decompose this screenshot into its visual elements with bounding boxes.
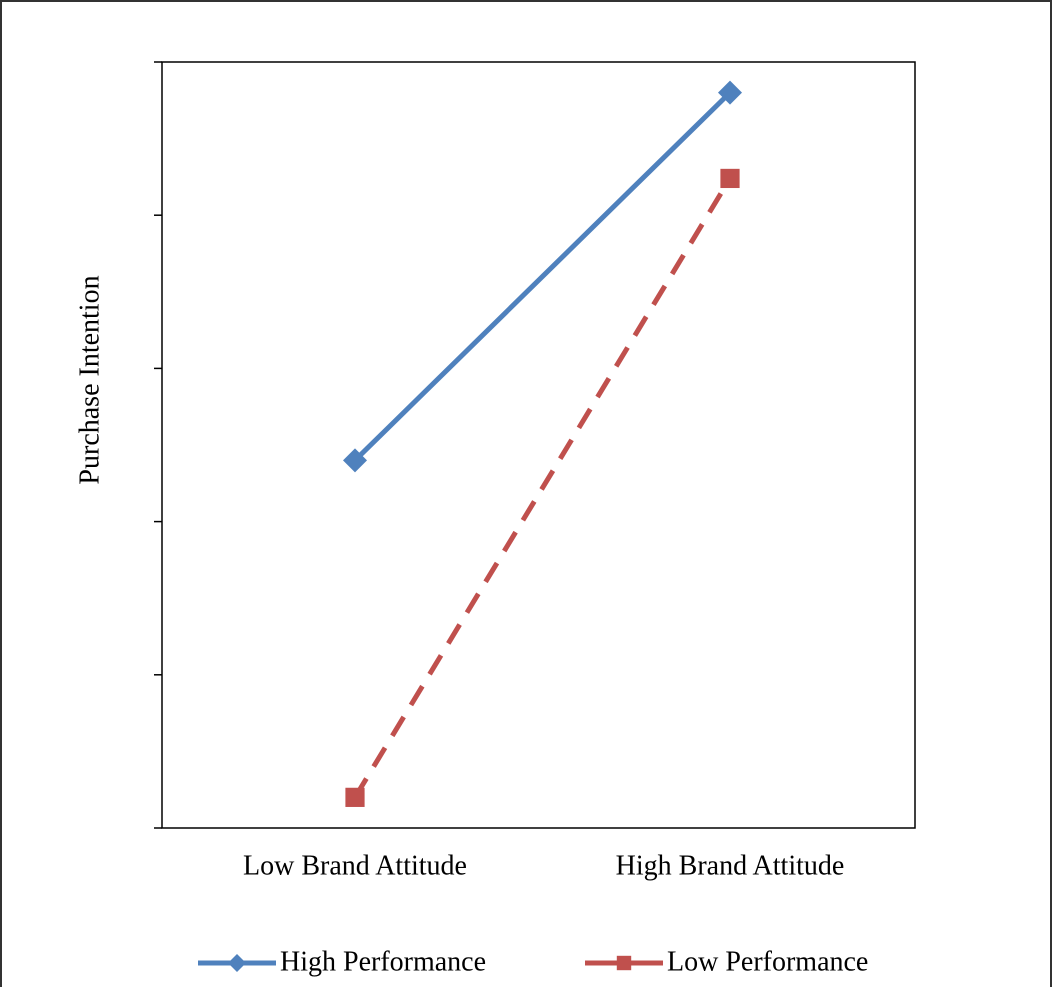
legend-label: High Performance bbox=[280, 946, 486, 977]
marker bbox=[228, 954, 246, 972]
marker bbox=[718, 80, 742, 105]
legend-label: Low Performance bbox=[667, 946, 868, 977]
y-axis-label: Purchase Intention bbox=[74, 275, 105, 484]
marker bbox=[616, 955, 632, 971]
line bbox=[352, 177, 733, 799]
marker bbox=[345, 787, 365, 807]
marker bbox=[720, 168, 740, 189]
x-tick-label: Low Brand Attitude bbox=[243, 850, 467, 881]
x-tick-label: High Brand Attitude bbox=[616, 850, 845, 881]
line bbox=[353, 90, 732, 463]
marker bbox=[343, 448, 367, 473]
plot-area bbox=[161, 61, 916, 829]
